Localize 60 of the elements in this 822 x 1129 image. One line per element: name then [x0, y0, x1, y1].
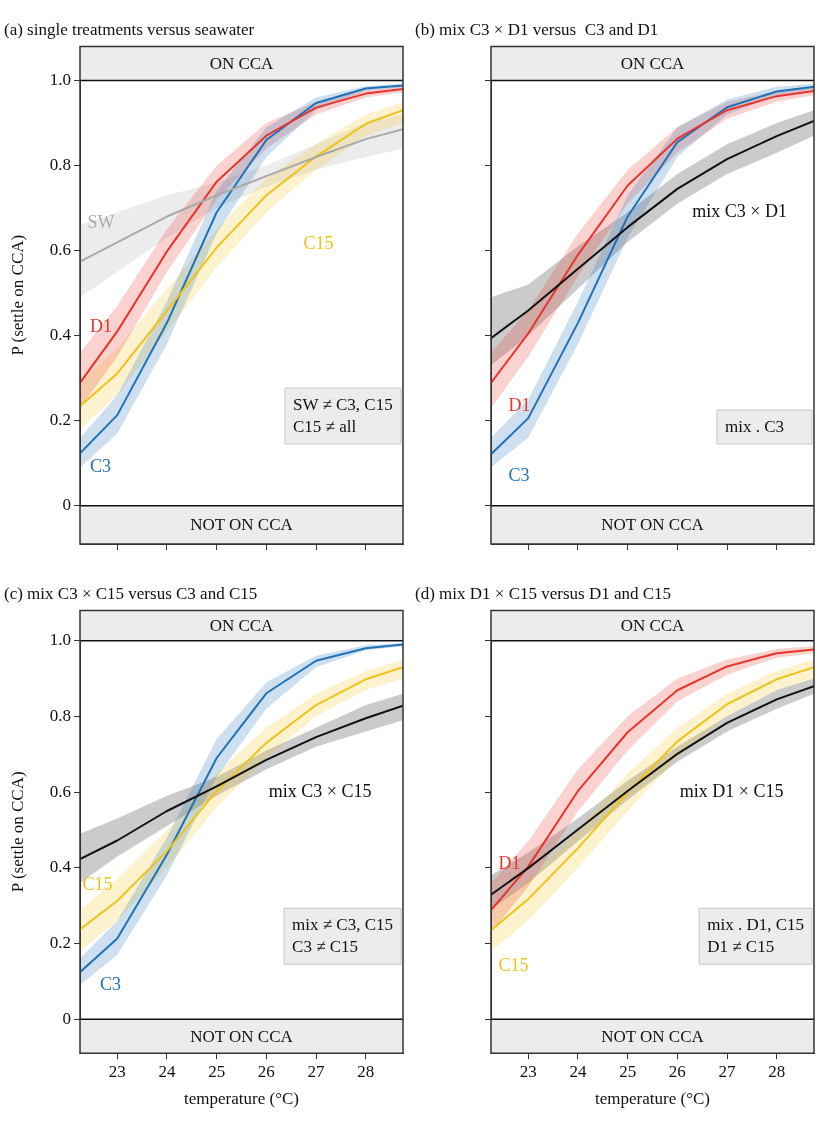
annotation: C3 ≠ C15	[292, 936, 359, 956]
band-label: ON CCA	[209, 616, 275, 636]
y-tick-label: 0.8	[49, 705, 71, 725]
y-tick-label: 0.2	[49, 410, 71, 430]
band-label: ON CCA	[209, 53, 275, 73]
y-tick-label: 0.4	[49, 857, 72, 877]
text: C15	[303, 232, 334, 253]
series-label: mix C3 × D1	[692, 201, 787, 221]
y-tick-label: 0.6	[49, 240, 71, 260]
y-tick-label: 0.4	[49, 325, 72, 345]
series-label: mix D1 × C15	[679, 780, 784, 801]
x-axis-title: temperature (°C)	[595, 1089, 710, 1109]
annotation: D1 ≠ C15	[707, 936, 775, 956]
x-tick-label: 25	[619, 1061, 637, 1081]
series-label: D1	[508, 394, 531, 415]
y-tick-label: 1.0	[49, 69, 71, 89]
x-tick-label: 27	[307, 1061, 326, 1081]
y-tick-label: 0.2	[49, 932, 71, 952]
series-label: C3	[89, 456, 111, 477]
band-label: NOT ON CCA	[190, 1026, 294, 1046]
y-tick-label: 0	[62, 495, 71, 515]
y-axis-title: P (settle on CCA)	[7, 234, 27, 356]
series-label: C15	[82, 873, 113, 894]
x-tick-label: 26	[257, 1061, 275, 1081]
chart-title: (b) mix C3 × D1 versus C3 and D1	[415, 19, 659, 39]
y-tick-label: 0.8	[49, 154, 71, 174]
series-label: mix C3 × C15	[268, 780, 372, 801]
series-label: C3	[99, 973, 121, 994]
annotation: mix . D1, C15	[707, 914, 804, 934]
annotation: mix ≠ C3, C15	[292, 914, 394, 934]
x-tick-label: 24	[158, 1061, 176, 1081]
y-tick-label: 1.0	[49, 630, 71, 650]
band-label: NOT ON CCA	[601, 1026, 705, 1046]
series-label: C3	[508, 464, 530, 485]
x-tick-label: 23	[108, 1061, 126, 1081]
series-label: D1	[89, 315, 112, 336]
x-tick-label: 25	[208, 1061, 226, 1081]
y-tick-label: 0	[62, 1008, 71, 1028]
x-axis-title: temperature (°C)	[184, 1089, 299, 1109]
annotation: SW ≠ C3, C15	[292, 394, 393, 414]
y-axis-title: P (settle on CCA)	[7, 771, 27, 893]
annotation: mix . C3	[724, 416, 785, 436]
band-label: NOT ON CCA	[190, 515, 294, 535]
x-tick-label: 27	[718, 1061, 737, 1081]
y-tick-label: 0.6	[49, 781, 71, 801]
band-label: ON CCA	[620, 53, 686, 73]
band-label: NOT ON CCA	[601, 515, 705, 535]
band-label: ON CCA	[620, 616, 686, 636]
x-tick-label: 26	[668, 1061, 686, 1081]
annotation: C15 ≠ all	[292, 416, 357, 436]
series-label: SW	[87, 211, 115, 232]
chart-title: (d) mix D1 × C15 versus D1 and C15	[415, 583, 672, 603]
x-tick-label: 23	[519, 1061, 537, 1081]
series-label: C15	[498, 954, 529, 975]
x-tick-label: 28	[357, 1061, 375, 1081]
chart-title: (a) single treatments versus seawater	[4, 19, 255, 39]
x-tick-label: 28	[768, 1061, 786, 1081]
chart-title: (c) mix C3 × C15 versus C3 and C15	[4, 583, 258, 603]
series-label: D1	[498, 852, 521, 873]
x-tick-label: 24	[569, 1061, 587, 1081]
